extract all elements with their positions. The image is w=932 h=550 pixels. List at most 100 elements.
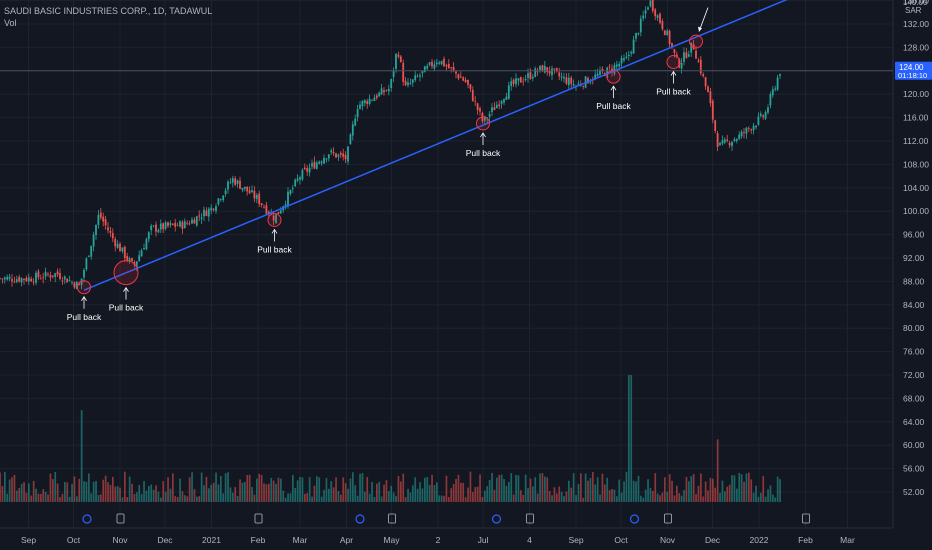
- candle-body: [186, 222, 189, 224]
- volume-bar: [616, 496, 618, 502]
- candle-body: [733, 139, 736, 141]
- candle-body: [469, 84, 472, 89]
- event-marker: [802, 513, 810, 524]
- candle-body: [599, 70, 601, 75]
- candle-body: [745, 127, 748, 134]
- candle-body: [613, 65, 616, 74]
- volume-label: Vol: [4, 18, 17, 28]
- candle-body: [467, 79, 469, 85]
- volume-bar: [335, 477, 337, 502]
- candle-body: [143, 248, 145, 250]
- candle-body: [167, 222, 169, 226]
- volume-bar: [220, 475, 222, 502]
- pullback-circle: [113, 260, 139, 286]
- candle-body: [83, 269, 85, 278]
- candle-body: [169, 223, 172, 225]
- volume-bar: [241, 482, 244, 502]
- candle-body: [385, 90, 388, 92]
- y-tick-label: 100.00: [903, 206, 929, 216]
- candle-body: [409, 82, 412, 84]
- candle-body: [577, 83, 580, 85]
- volume-bar: [644, 489, 647, 502]
- candle-body: [284, 204, 287, 206]
- candle-body: [116, 243, 119, 248]
- volume-bar: [534, 477, 537, 502]
- candle-body: [757, 116, 760, 125]
- candle-body: [71, 282, 73, 283]
- candle-body: [378, 92, 381, 97]
- volume-bar: [20, 483, 23, 502]
- volume-bar: [544, 476, 546, 502]
- volume-bar: [728, 484, 731, 502]
- volume-bar: [126, 497, 129, 502]
- y-tick-label: 84.00: [903, 300, 925, 310]
- volume-bar: [402, 473, 405, 502]
- volume-bar: [664, 477, 666, 502]
- volume-bar: [205, 476, 208, 502]
- candle-body: [11, 278, 13, 282]
- candle-body: [248, 190, 251, 194]
- volume-bar: [724, 491, 726, 502]
- volume-bar: [306, 493, 309, 502]
- candle-body: [150, 225, 153, 231]
- candle-body: [704, 77, 707, 87]
- volume-bar: [313, 485, 316, 502]
- volume-bar: [73, 476, 76, 502]
- annotation-arrowhead: [81, 295, 87, 301]
- candle-body: [162, 223, 165, 230]
- annotation-label: Pull back: [109, 303, 144, 313]
- candle-body: [479, 108, 481, 112]
- candle-body: [476, 103, 479, 110]
- volume-bar: [68, 496, 71, 502]
- candle-body: [195, 216, 198, 226]
- candle-body: [392, 70, 395, 78]
- candle-body: [8, 276, 11, 279]
- volume-bar: [779, 479, 781, 502]
- candle-body: [776, 77, 779, 90]
- candle-body: [47, 273, 49, 275]
- candle-body: [85, 258, 88, 270]
- volume-bar: [308, 477, 311, 502]
- candle-body: [529, 72, 532, 79]
- volume-bar: [565, 491, 568, 502]
- volume-bar: [376, 483, 378, 502]
- volume-bar: [112, 476, 114, 502]
- candle-body: [258, 193, 261, 204]
- volume-bar: [246, 474, 249, 502]
- candle-body: [42, 277, 45, 279]
- candle-body: [697, 60, 700, 62]
- candle-body: [767, 107, 769, 113]
- volume-bar: [613, 489, 616, 502]
- volume-bar: [282, 490, 285, 502]
- candle-body: [743, 132, 745, 134]
- candle-body: [440, 60, 443, 65]
- candle-body: [551, 68, 553, 76]
- volume-bar: [270, 477, 273, 502]
- candle-body: [193, 219, 196, 224]
- last-price-value: 124.00: [899, 63, 924, 72]
- volume-bar: [275, 483, 277, 502]
- candle-body: [491, 107, 493, 113]
- volume-bar: [121, 497, 124, 502]
- y-tick-label: 112.00: [903, 136, 929, 146]
- candle-body: [524, 78, 527, 81]
- volume-bar: [558, 486, 561, 502]
- candle-body: [61, 280, 64, 282]
- candle-body: [318, 161, 321, 164]
- volume-bar: [198, 496, 201, 502]
- volume-bar: [71, 484, 73, 502]
- candle-body: [642, 15, 645, 19]
- volume-bar: [712, 478, 714, 502]
- volume-bar: [294, 488, 297, 502]
- candle-body: [438, 62, 441, 64]
- volume-bar: [539, 473, 541, 502]
- volume-bar: [496, 477, 498, 502]
- candle-body: [183, 221, 186, 229]
- volume-bar: [150, 484, 153, 502]
- candle-body: [272, 215, 275, 221]
- candle-body: [181, 221, 184, 229]
- volume-bar: [176, 497, 179, 502]
- candle-body: [20, 278, 23, 283]
- volume-bar: [688, 481, 690, 502]
